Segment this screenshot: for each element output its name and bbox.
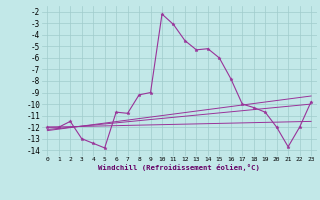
X-axis label: Windchill (Refroidissement éolien,°C): Windchill (Refroidissement éolien,°C) (98, 164, 260, 171)
